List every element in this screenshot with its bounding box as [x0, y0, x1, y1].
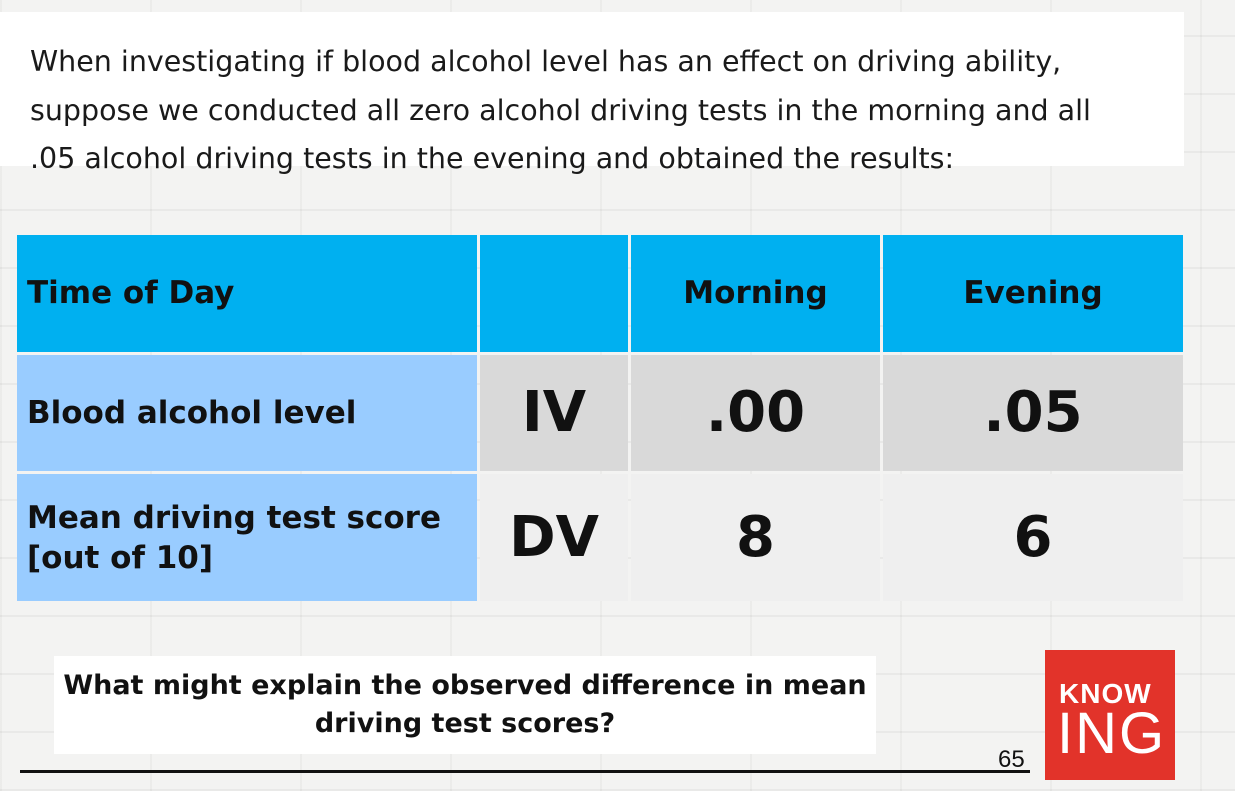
intro-text-box: When investigating if blood alcohol leve…	[0, 12, 1184, 175]
table-row: Mean driving test score [out of 10] DV 8…	[17, 474, 1183, 601]
table-header-row: Time of Day Morning Evening	[17, 235, 1183, 352]
intro-text: When investigating if blood alcohol leve…	[30, 45, 1091, 175]
logo-text-top: KNOW	[1059, 678, 1152, 709]
header-time-of-day: Time of Day	[17, 235, 477, 352]
page-number: 65	[998, 746, 1025, 773]
row-var-dv: DV	[480, 474, 628, 601]
row-label-blood-alcohol: Blood alcohol level	[17, 354, 477, 472]
table-row: Blood alcohol level IV .00 .05	[17, 354, 1183, 472]
header-var-cell	[480, 235, 628, 352]
question-text: What might explain the observed differen…	[63, 670, 867, 739]
row-value-morning: .00	[631, 354, 880, 472]
row-value-morning: 8	[631, 474, 880, 601]
header-evening: Evening	[883, 235, 1183, 352]
header-morning: Morning	[631, 235, 880, 352]
row-value-evening: 6	[883, 474, 1183, 601]
logo-text-bottom: ING	[1057, 701, 1167, 766]
results-table: Time of Day Morning Evening Blood alcoho…	[14, 232, 1186, 604]
knowing-logo: KNOW ING	[1045, 650, 1175, 780]
row-label-mean-score: Mean driving test score [out of 10]	[17, 474, 477, 601]
row-value-evening: .05	[883, 354, 1183, 472]
footer-divider	[20, 770, 1030, 773]
row-var-iv: IV	[480, 354, 628, 472]
question-box: What might explain the observed differen…	[54, 656, 876, 754]
